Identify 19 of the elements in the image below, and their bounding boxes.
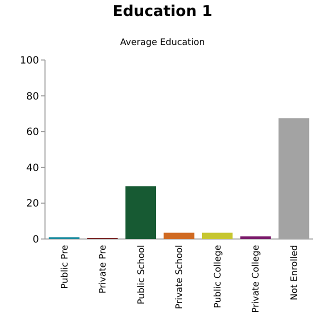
- y-tick-label: 80: [26, 91, 39, 102]
- y-tick-label: 60: [26, 127, 39, 138]
- x-tick-label: Private Pre: [98, 244, 109, 294]
- y-tick-label: 100: [20, 56, 39, 66]
- x-tick-label: Private School: [175, 245, 186, 310]
- y-tick-label: 20: [26, 198, 39, 210]
- bar: [164, 232, 194, 239]
- y-tick-label: 40: [26, 162, 39, 174]
- x-tick-label: Public School: [136, 245, 147, 304]
- x-tick-label: Public Pre: [60, 244, 70, 289]
- chart-subtitle: Average Education: [120, 38, 205, 48]
- y-tick-label: 0: [32, 234, 39, 246]
- bar: [240, 236, 271, 239]
- bar: [125, 186, 156, 239]
- x-tick-label: Private College: [252, 244, 262, 313]
- x-tick-label: Not Enrolled: [290, 245, 300, 300]
- bar: [202, 232, 233, 239]
- chart-title: Education 1: [112, 2, 212, 20]
- x-tick-label: Public College: [213, 244, 224, 308]
